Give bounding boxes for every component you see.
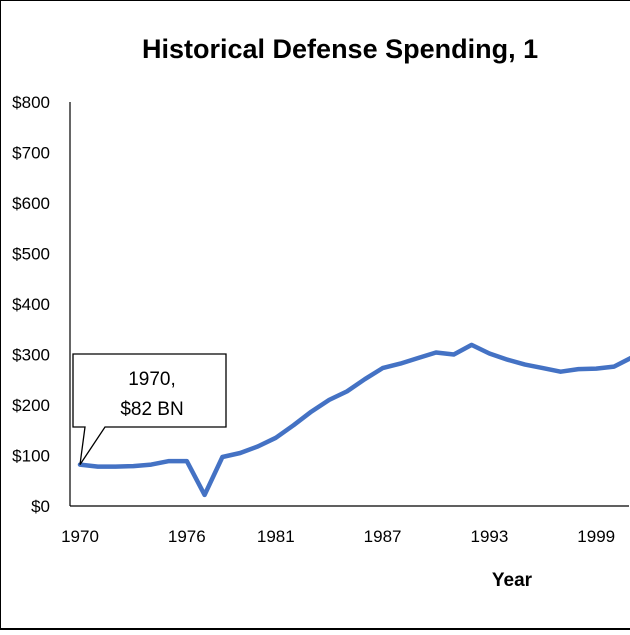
- x-tick-label: 1981: [257, 527, 295, 546]
- x-tick-label: 1970: [61, 527, 99, 546]
- x-tick-label: 1987: [364, 527, 402, 546]
- x-tick-label: 1999: [577, 527, 615, 546]
- y-tick-label: $300: [12, 346, 50, 365]
- y-tick-label: $700: [12, 144, 50, 163]
- y-tick-label: $200: [12, 396, 50, 415]
- chart-title: Historical Defense Spending, 1: [142, 34, 538, 64]
- y-tick-label: $400: [12, 295, 50, 314]
- callout-label-line1: 1970,: [128, 369, 176, 390]
- x-tick-label: 1976: [168, 527, 206, 546]
- y-tick-label: $0: [31, 497, 50, 516]
- y-tick-label: $500: [12, 245, 50, 264]
- callout-label-line2: $82 BN: [120, 399, 183, 420]
- x-tick-label: 1993: [470, 527, 508, 546]
- x-axis-title: Year: [492, 570, 533, 591]
- y-tick-label: $100: [12, 447, 50, 466]
- y-tick-label: $600: [12, 194, 50, 213]
- y-tick-label: $800: [12, 93, 50, 112]
